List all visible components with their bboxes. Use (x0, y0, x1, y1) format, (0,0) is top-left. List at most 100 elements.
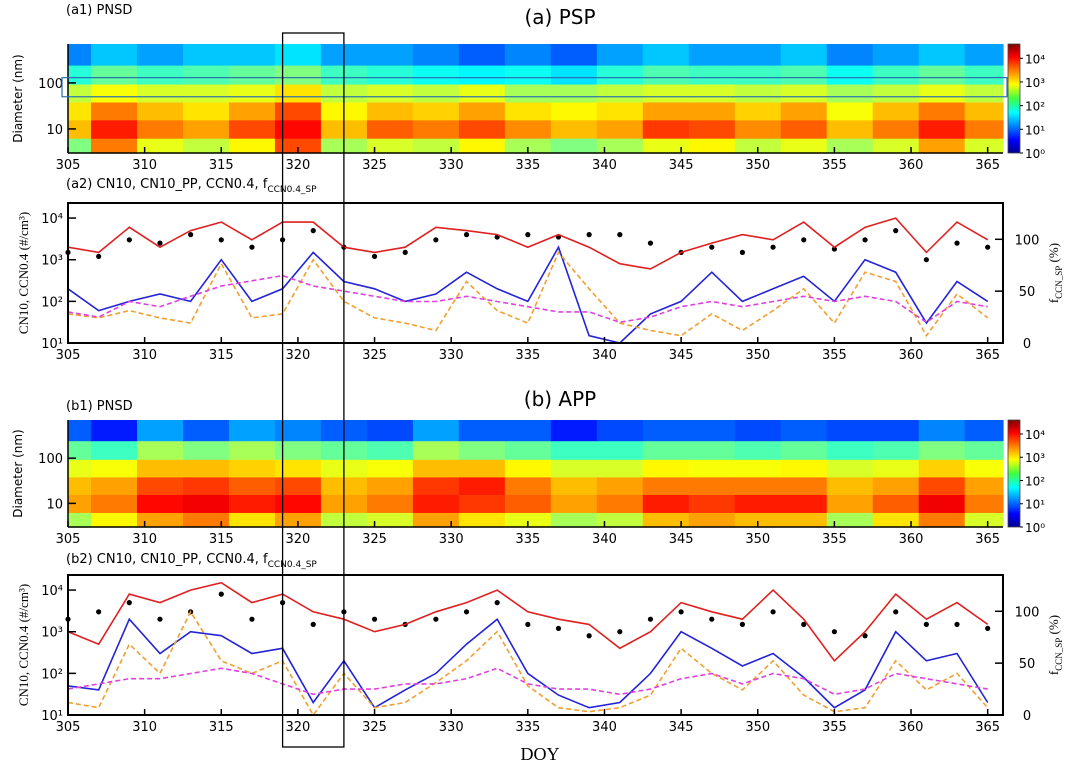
colorbar-tick-label: 10³ (1025, 76, 1045, 90)
y-tick-label: 10 (46, 123, 63, 138)
heatmap-cell (688, 476, 736, 495)
data-point (126, 237, 132, 243)
data-point (617, 232, 623, 238)
heatmap-cell (412, 459, 460, 478)
y2-axis-label: fCCN_SP (%) (1046, 615, 1064, 675)
heatmap-cell (780, 512, 828, 528)
y2-tick-label: 50 (1019, 285, 1036, 300)
heatmap-cell (918, 459, 966, 478)
heatmap-cell (550, 476, 598, 495)
heatmap-cell (182, 83, 230, 103)
heatmap-cell (642, 138, 690, 154)
heatmap-cell (872, 420, 920, 442)
heatmap-cell (274, 138, 322, 154)
x-tick-label: 365 (975, 348, 1000, 363)
heatmap-cell (780, 494, 828, 513)
heatmap-cell (182, 44, 230, 66)
x-tick-label: 360 (899, 158, 924, 173)
panel-title-part: CCN0.4_SP (267, 185, 317, 195)
heatmap-cell (228, 512, 276, 528)
heatmap-cell (274, 119, 322, 139)
heatmap-cell (68, 440, 92, 460)
heatmap-cell (504, 44, 552, 66)
x-tick-label: 305 (56, 720, 81, 735)
heatmap-cell (734, 420, 782, 442)
data-point (985, 625, 991, 632)
heatmap-cell (504, 440, 552, 460)
data-point (739, 249, 746, 255)
y-tick-label: 100 (38, 77, 63, 92)
heatmap-cell (826, 420, 874, 442)
heatmap-cell (596, 440, 644, 460)
heatmap-cell (872, 44, 920, 66)
heatmap-cell (274, 83, 322, 103)
data-point (463, 232, 470, 238)
heatmap-cell (642, 440, 690, 460)
y2-label-part: CCN_SP (1054, 638, 1064, 671)
y-tick-label: 10³ (41, 626, 63, 641)
heatmap-cell (918, 101, 966, 121)
heatmap-cell (918, 83, 966, 103)
heatmap-cell (504, 512, 552, 528)
heatmap-cell (780, 440, 828, 460)
data-point (617, 629, 623, 635)
heatmap-cell (90, 494, 138, 513)
x-tick-label: 305 (56, 158, 81, 173)
colorbar-tick-label: 10⁴ (1025, 52, 1045, 66)
plot-frame (67, 202, 1004, 344)
y-tick-label: 10⁴ (41, 212, 63, 227)
x-tick-label: 330 (439, 532, 464, 547)
heatmap-cell (872, 459, 920, 478)
x-tick-label: 360 (899, 348, 924, 363)
heatmap-cell (412, 420, 460, 442)
colorbar-tick-label: 10⁰ (1025, 147, 1045, 161)
heatmap-cell (366, 64, 414, 85)
heatmap-cell (688, 101, 736, 121)
heatmap-cell (918, 420, 966, 442)
heatmap-cell (182, 459, 230, 478)
heatmap-cell (872, 119, 920, 139)
x-tick-label: 345 (669, 532, 694, 547)
heatmap-cell (458, 476, 506, 495)
panel-title: (b1) PNSD (66, 399, 133, 414)
heatmap-cell (596, 44, 644, 66)
y-axis-label: CN10, CCN0.4 (#/cm³) (16, 584, 31, 706)
x-tick-label: 305 (56, 532, 81, 547)
heatmap-cell (412, 138, 460, 154)
heatmap-cell (918, 512, 966, 528)
heatmap-cell (458, 101, 506, 121)
x-tick-label: 325 (362, 158, 387, 173)
heatmap-cell (642, 83, 690, 103)
x-tick-label: 330 (439, 158, 464, 173)
heatmap-cell (228, 119, 276, 139)
x-tick-label: 320 (286, 158, 311, 173)
data-point (831, 246, 837, 252)
x-tick-label: 330 (439, 720, 464, 735)
data-point (126, 600, 132, 606)
heatmap-cell (182, 119, 230, 139)
heatmap-cell (136, 512, 184, 528)
heatmap-cell (90, 440, 138, 460)
heatmap-cell (412, 83, 460, 103)
heatmap-cell (872, 101, 920, 121)
x-tick-label: 350 (745, 532, 770, 547)
series-line (67, 250, 989, 338)
heatmap-cell (366, 440, 414, 460)
colorbar (1007, 43, 1021, 154)
heatmap-cell (90, 119, 138, 139)
x-tick-label: 340 (592, 720, 617, 735)
heatmap-cell (366, 494, 414, 513)
heatmap-cell (68, 512, 92, 528)
y2-tick-label: 50 (1019, 657, 1036, 672)
heatmap-cell (228, 83, 276, 103)
heatmap-cell (90, 138, 138, 154)
y-tick-label: 10³ (41, 254, 63, 269)
heatmap-cell (780, 101, 828, 121)
data-point (157, 616, 163, 622)
x-tick-label: 310 (132, 158, 157, 173)
heatmap-cell (872, 512, 920, 528)
series-line (67, 581, 989, 663)
heatmap-cell (550, 440, 598, 460)
heatmap-cell (596, 512, 644, 528)
heatmap-cell (136, 459, 184, 478)
